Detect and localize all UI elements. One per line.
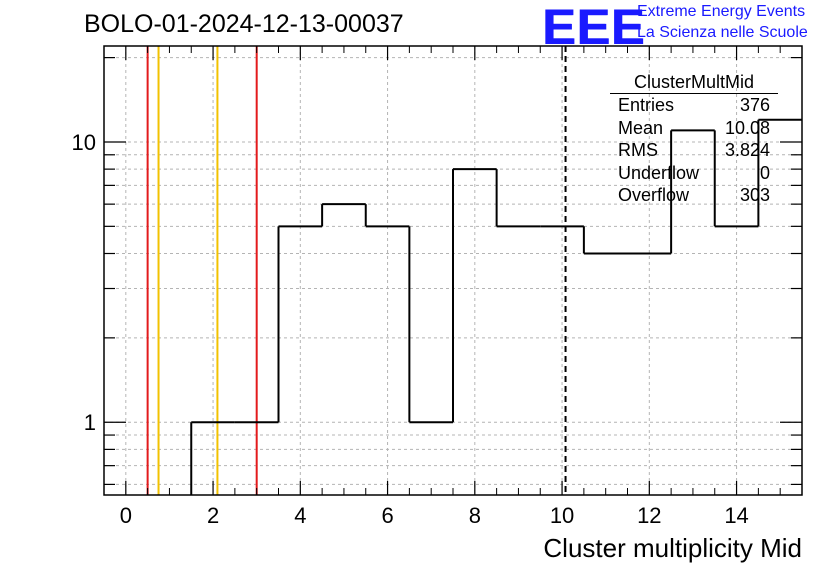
stats-row: Overflow 303 — [610, 184, 778, 207]
logo-line-1: Extreme Energy Events — [637, 3, 806, 20]
x-tick-label: 12 — [637, 503, 661, 528]
x-axis-label: Cluster multiplicity Mid — [543, 533, 802, 563]
stats-box: ClusterMultMid Entries 376 Mean 10.08 RMS 3… — [610, 72, 778, 207]
chart-title: BOLO-01-2024-12-13-00037 — [84, 10, 404, 38]
stats-label: Mean — [618, 117, 664, 138]
eee-logo: EEE — [542, 0, 646, 55]
stats-label: Overflow — [618, 185, 690, 205]
y-tick-label: 10 — [72, 130, 96, 155]
y-tick-label: 1 — [84, 410, 96, 435]
stats-label: Entries — [618, 95, 675, 115]
x-tick-label: 0 — [120, 503, 132, 528]
stats-value: 0 — [759, 162, 770, 183]
stats-label: Underflow — [618, 162, 700, 183]
x-tick-label: 4 — [294, 503, 306, 528]
stats-label: RMS — [618, 140, 658, 160]
x-tick-label: 2 — [207, 503, 219, 528]
tick-labels: 0 2 4 6 8 10 12 14 1 10 — [72, 130, 749, 528]
reference-lines — [146, 46, 567, 495]
x-tick-label: 10 — [550, 503, 574, 528]
stats-value: 303 — [739, 185, 770, 205]
stats-value: 10.08 — [724, 117, 770, 138]
stats-row: Entries 376 — [610, 94, 778, 117]
x-tick-label: 14 — [724, 503, 748, 528]
stats-value: 3.824 — [724, 140, 770, 160]
stats-row: Underflow 0 — [610, 162, 778, 185]
histogram-bins — [190, 118, 802, 495]
logo-line-2: La Scienza nelle Scuole — [637, 24, 808, 41]
stats-value: 376 — [739, 95, 770, 115]
x-tick-label: 6 — [381, 503, 393, 528]
axis-ticks — [103, 46, 803, 495]
stats-row: Mean 10.08 — [610, 117, 778, 140]
stats-row: RMS 3.824 — [610, 139, 778, 162]
stats-title: ClusterMultMid — [610, 72, 778, 94]
x-tick-label: 8 — [469, 503, 481, 528]
